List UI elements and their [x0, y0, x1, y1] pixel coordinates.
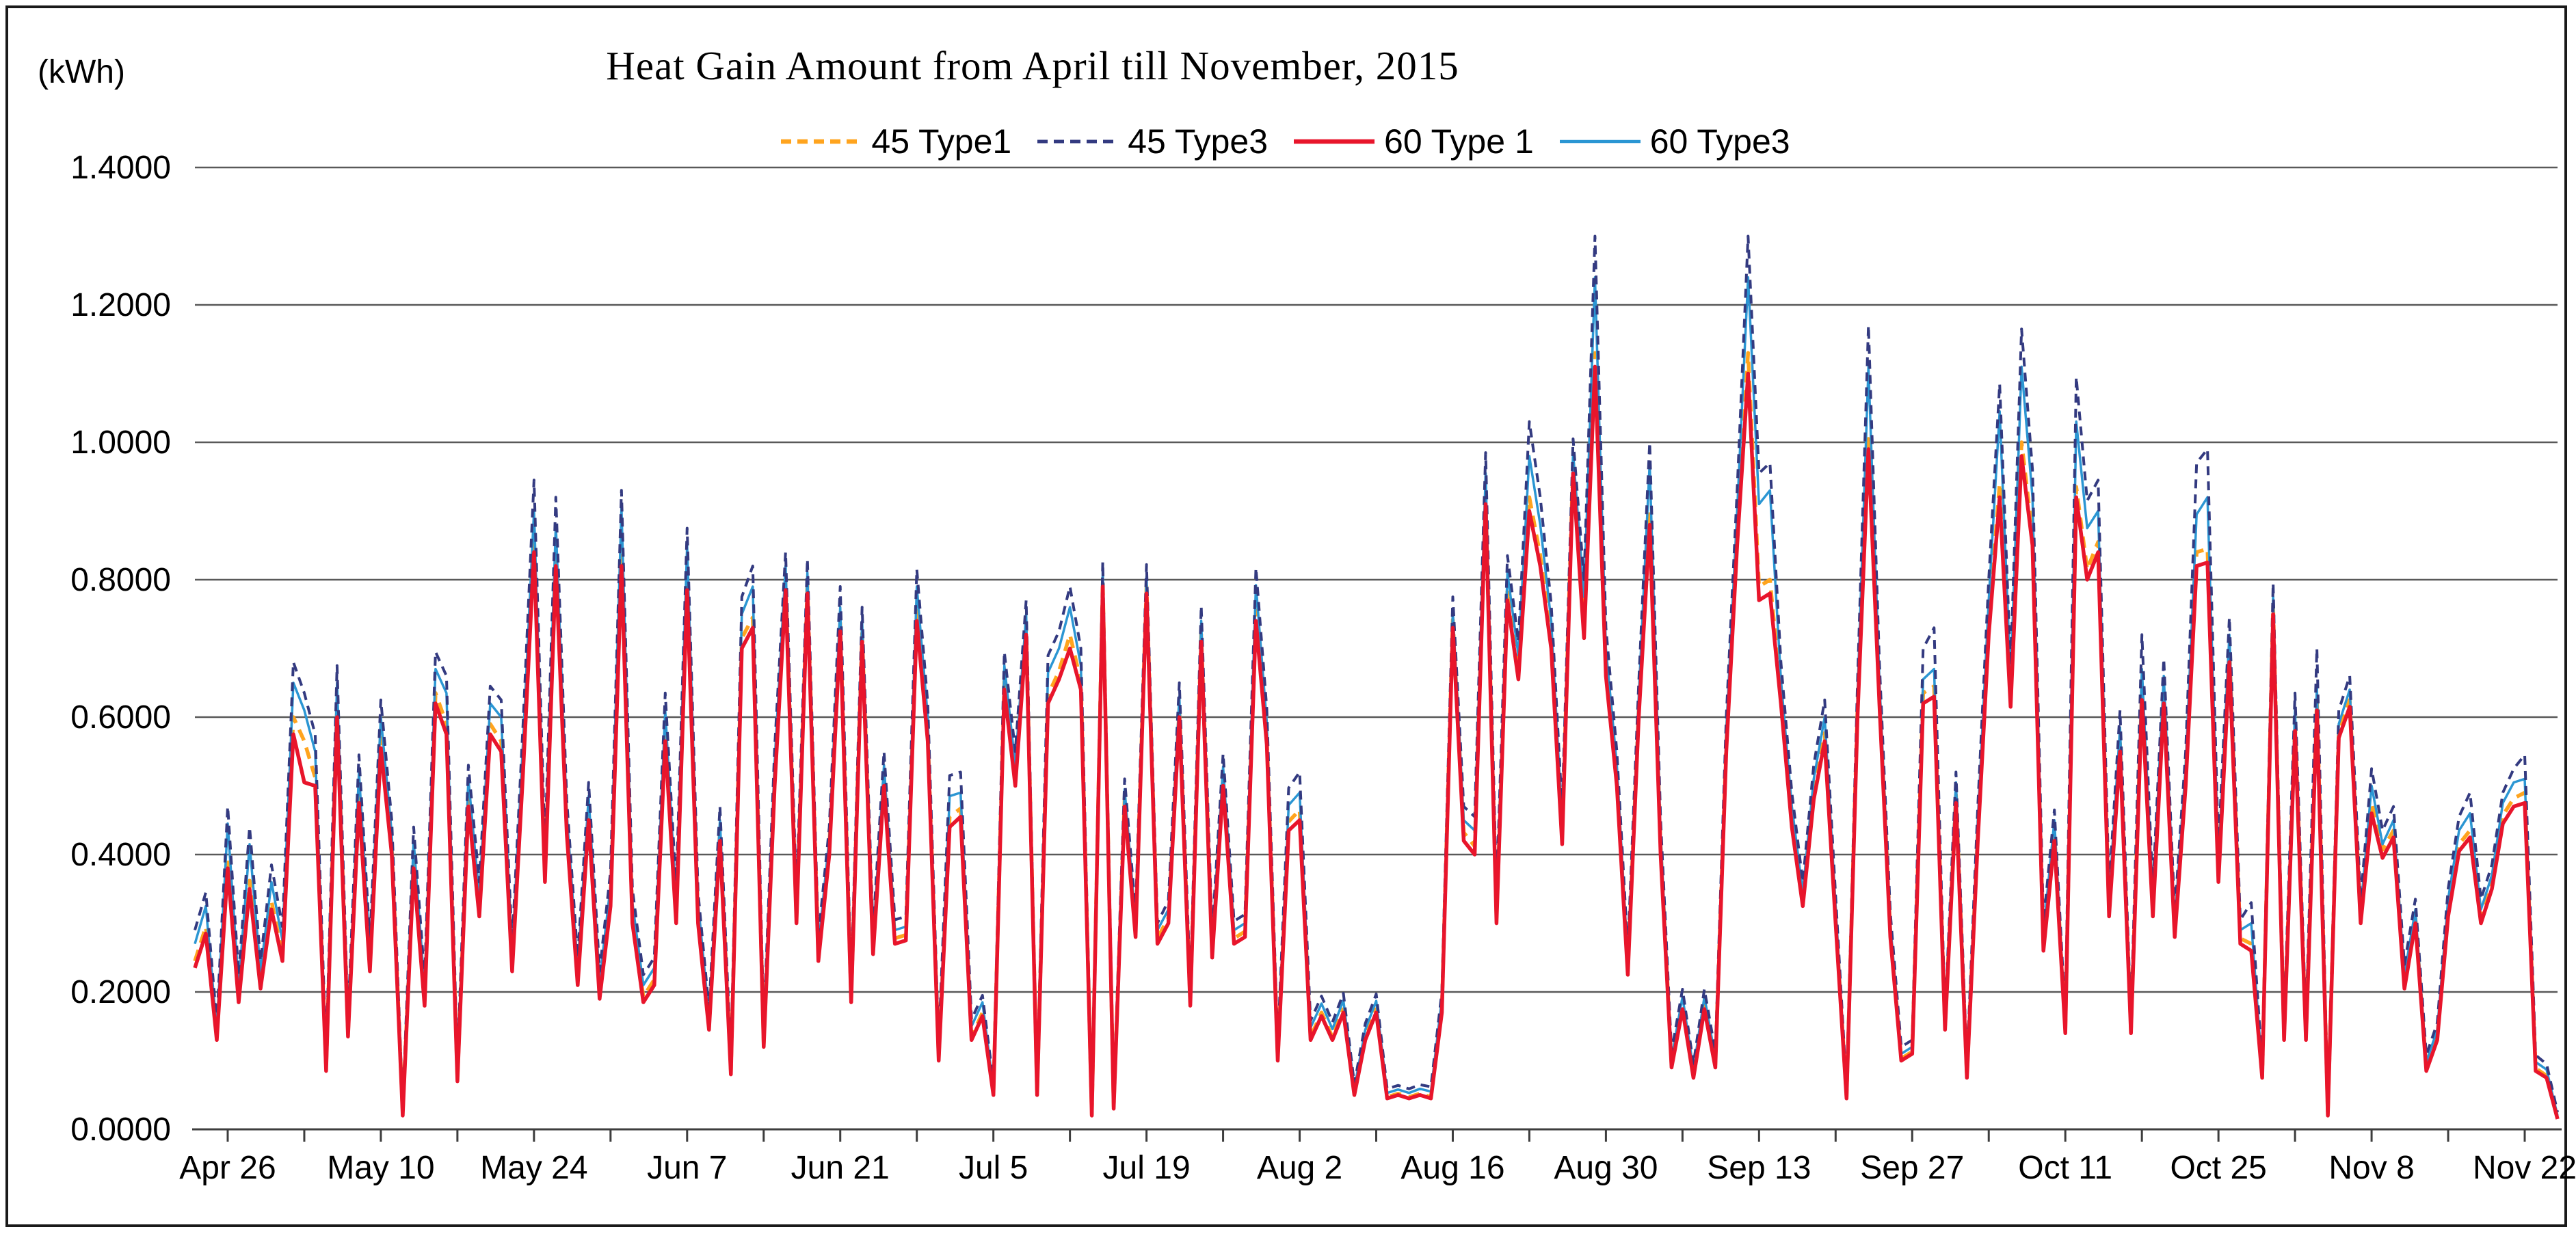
- x-axis-tick-label: Sep 27: [1860, 1150, 1964, 1186]
- legend-line-sample-icon: [781, 139, 862, 144]
- y-axis-tick-label: 1.4000: [70, 150, 171, 186]
- x-axis-tick-label: Aug 30: [1554, 1150, 1658, 1186]
- legend-label: 60 Type 1: [1384, 122, 1534, 161]
- legend-line-sample-icon: [1559, 139, 1641, 144]
- legend-item-60-type3: 60 Type3: [1559, 122, 1790, 161]
- x-axis-tick-label: Jun 21: [791, 1150, 890, 1186]
- x-axis-tick-label: Jun 7: [647, 1150, 727, 1186]
- y-axis-unit-label: (kWh): [38, 54, 125, 90]
- x-axis-tick-label: Aug 2: [1257, 1150, 1342, 1186]
- series-line-45-type3: [194, 234, 2559, 1113]
- legend-label: 45 Type1: [871, 122, 1012, 161]
- chart-legend: 45 Type1 45 Type3 60 Type 1 60 Type3: [684, 122, 1887, 161]
- x-axis-tick-label: May 24: [480, 1150, 587, 1186]
- y-axis-tick-label: 0.4000: [70, 837, 171, 873]
- x-axis-tick-label: Oct 25: [2170, 1150, 2266, 1186]
- x-axis-tick-label: Nov 8: [2328, 1150, 2414, 1186]
- chart-border: [5, 5, 2567, 1227]
- y-axis-tick-label: 0.8000: [70, 562, 171, 598]
- y-axis-tick-label: 0.0000: [70, 1112, 171, 1148]
- legend-item-45-type3: 45 Type3: [1037, 122, 1268, 161]
- series-line-60-type3: [194, 276, 2559, 1116]
- legend-line-sample-icon: [1294, 139, 1375, 144]
- series-line-60-type-1: [193, 364, 2560, 1120]
- x-axis-tick-label: Nov 22: [2473, 1150, 2576, 1186]
- y-axis-tick-label: 0.2000: [70, 974, 171, 1010]
- x-axis-tick-label: Sep 13: [1707, 1150, 1811, 1186]
- legend-label: 45 Type3: [1128, 122, 1269, 161]
- x-axis-tick-label: Jul 19: [1103, 1150, 1191, 1186]
- x-axis-tick-label: May 10: [327, 1150, 434, 1186]
- y-axis-tick-label: 1.0000: [70, 425, 171, 461]
- x-axis-tick-label: Apr 26: [179, 1150, 276, 1186]
- legend-label: 60 Type3: [1649, 122, 1790, 161]
- chart-title: Heat Gain Amount from April till Novembe…: [606, 43, 1459, 88]
- legend-item-60-type-1: 60 Type 1: [1294, 122, 1534, 161]
- x-axis-tick-label: Jul 5: [959, 1150, 1028, 1186]
- x-axis-tick-label: Aug 16: [1400, 1150, 1504, 1186]
- legend-line-sample-icon: [1037, 139, 1119, 144]
- legend-item-45-type1: 45 Type1: [781, 122, 1011, 161]
- y-axis-tick-label: 0.6000: [70, 699, 171, 736]
- x-axis-tick-label: Oct 11: [2018, 1150, 2112, 1186]
- y-axis-tick-label: 1.2000: [70, 287, 171, 323]
